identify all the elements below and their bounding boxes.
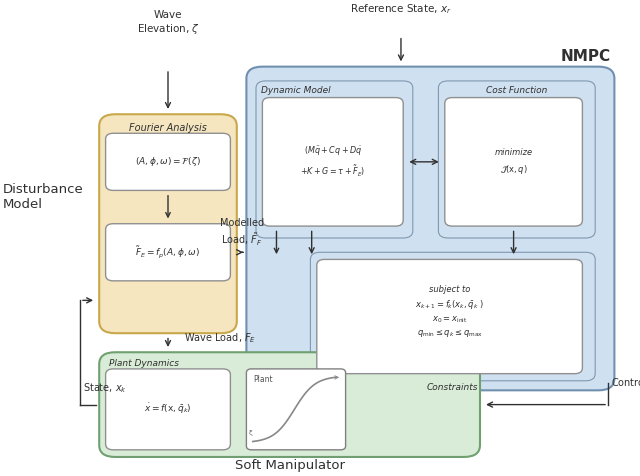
FancyBboxPatch shape — [106, 224, 230, 281]
FancyBboxPatch shape — [99, 352, 480, 457]
Text: NMPC: NMPC — [561, 49, 611, 64]
Text: State, $x_k$: State, $x_k$ — [83, 381, 127, 395]
Text: $\dot{x} = f(\mathrm{x}, \bar{q}_k)$: $\dot{x} = f(\mathrm{x}, \bar{q}_k)$ — [144, 402, 192, 416]
Text: Fourier Analysis: Fourier Analysis — [129, 123, 207, 133]
FancyBboxPatch shape — [317, 259, 582, 374]
Text: Control Input, $\bar{q}_k$: Control Input, $\bar{q}_k$ — [611, 377, 640, 391]
FancyBboxPatch shape — [106, 133, 230, 190]
Text: Plant: Plant — [253, 375, 273, 384]
Text: Modelled
Load, $\tilde{F}_{F}$: Modelled Load, $\tilde{F}_{F}$ — [220, 218, 264, 248]
Text: $(M\ddot{q} + Cq + D\dot{q}$
$+ K + G = \tau + \tilde{F}_{E})$: $(M\ddot{q} + Cq + D\dot{q}$ $+ K + G = … — [300, 144, 365, 179]
FancyBboxPatch shape — [246, 369, 346, 450]
Text: ξ: ξ — [249, 429, 253, 436]
Text: Plant Dynamics: Plant Dynamics — [109, 359, 179, 368]
FancyBboxPatch shape — [262, 98, 403, 226]
FancyBboxPatch shape — [246, 67, 614, 390]
Text: Constraints: Constraints — [427, 383, 479, 392]
FancyBboxPatch shape — [445, 98, 582, 226]
FancyBboxPatch shape — [438, 81, 595, 238]
Text: minimize
$\mathcal{J}(\mathrm{x}, q)$: minimize $\mathcal{J}(\mathrm{x}, q)$ — [495, 148, 532, 176]
FancyBboxPatch shape — [106, 369, 230, 450]
FancyBboxPatch shape — [99, 114, 237, 333]
Text: Wave
Elevation, $\zeta$: Wave Elevation, $\zeta$ — [136, 10, 200, 36]
FancyBboxPatch shape — [310, 252, 595, 381]
Text: Disturbance
Model: Disturbance Model — [3, 183, 84, 211]
Text: Reference State, $x_r$: Reference State, $x_r$ — [350, 2, 452, 16]
Text: $(A, \phi, \omega) = \mathcal{F}(\zeta)$: $(A, \phi, \omega) = \mathcal{F}(\zeta)$ — [135, 155, 201, 169]
FancyBboxPatch shape — [256, 81, 413, 238]
Text: Cost Function: Cost Function — [486, 86, 547, 95]
Text: Soft Manipulator: Soft Manipulator — [235, 459, 344, 472]
Text: Dynamic Model: Dynamic Model — [261, 86, 331, 95]
Text: subject to
$x_{k+1} = f_k(x_k, \bar{q}_k\ )$
$x_0 = x_{\mathrm{init}}$
$q_{\min}: subject to $x_{k+1} = f_k(x_k, \bar{q}_k… — [415, 285, 484, 339]
Text: $\tilde{F}_{E} = f_p(A, \phi, \omega)$: $\tilde{F}_{E} = f_p(A, \phi, \omega)$ — [136, 244, 200, 260]
Text: Wave Load, $F_{E}$: Wave Load, $F_{E}$ — [184, 331, 256, 345]
